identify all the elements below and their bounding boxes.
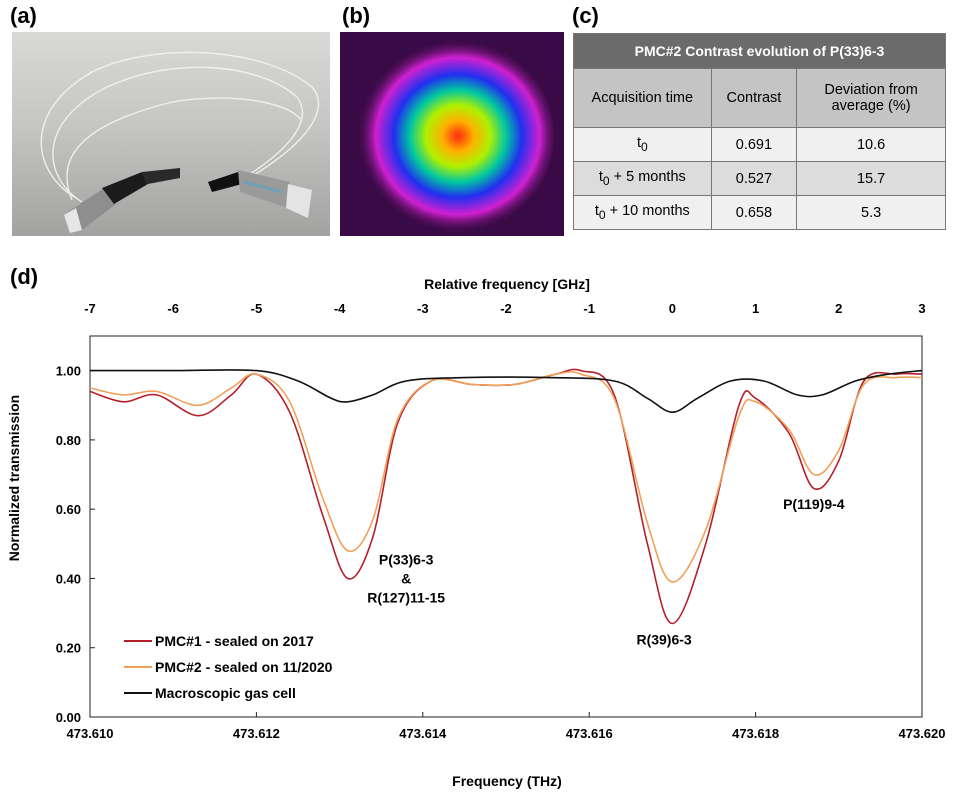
panel-label-a: (a) [10, 3, 37, 28]
deviation-cell: 10.6 [796, 127, 946, 162]
beam-profile-image [340, 32, 564, 236]
legend-label: PMC#1 - sealed on 2017 [155, 633, 314, 649]
header-deviation: Deviation from average (%) [796, 68, 946, 128]
y-tick-label: 0.00 [56, 710, 81, 725]
x2-tick-label: 2 [835, 301, 842, 316]
annotation-label: & [401, 571, 411, 587]
table-row: t0 + 5 months 0.527 15.7 [573, 161, 946, 196]
x-axis-label: Frequency (THz) [452, 773, 562, 789]
contrast-cell: 0.527 [710, 161, 798, 196]
table-row: t0 + 10 months 0.658 5.3 [573, 195, 946, 230]
acquisition-time-cell: t0 + 10 months [573, 195, 712, 230]
x2-tick-label: 1 [752, 301, 759, 316]
deviation-cell: 5.3 [796, 195, 946, 230]
x2-tick-label: -2 [500, 301, 512, 316]
x2-tick-label: -5 [251, 301, 263, 316]
fiber-photo [12, 32, 330, 236]
contrast-table: PMC#2 Contrast evolution of P(33)6-3 Acq… [573, 33, 946, 230]
deviation-cell: 15.7 [796, 161, 946, 196]
x2-tick-label: -3 [417, 301, 429, 316]
legend-label: Macroscopic gas cell [155, 685, 296, 701]
legend-label: PMC#2 - sealed on 11/2020 [155, 659, 333, 675]
y-tick-label: 0.20 [56, 641, 81, 656]
annotation-label: P(119)9-4 [783, 496, 845, 512]
x-tick-label: 473.620 [899, 726, 946, 741]
y-tick-label: 1.00 [56, 364, 81, 379]
panel-label-c: (c) [572, 3, 599, 28]
x2-tick-label: -1 [583, 301, 595, 316]
x2-tick-label: 0 [669, 301, 676, 316]
x-tick-label: 473.616 [566, 726, 613, 741]
contrast-cell: 0.658 [710, 195, 798, 230]
table-title: PMC#2 Contrast evolution of P(33)6-3 [573, 33, 946, 69]
connector-right [208, 170, 312, 218]
x-tick-label: 473.610 [67, 726, 114, 741]
series-line [89, 371, 923, 583]
header-acquisition-time: Acquisition time [573, 68, 712, 128]
panel-label-b: (b) [342, 3, 371, 28]
header-contrast: Contrast [710, 68, 798, 128]
plot-frame [89, 335, 923, 718]
x-tick-label: 473.614 [399, 726, 447, 741]
series-line [90, 369, 923, 414]
x2-tick-label: -6 [167, 301, 179, 316]
transmission-chart: -7 -6 -5 -4 -3 -2 -1 0 1 2 3 473.610 473.612 473.614… [6, 276, 946, 789]
x2-tick-label: -4 [334, 301, 346, 316]
contrast-cell: 0.691 [710, 127, 798, 162]
x2-tick-label: 3 [918, 301, 925, 316]
annotation-label: R(39)6-3 [636, 631, 691, 647]
table-row: t0 0.691 10.6 [573, 127, 946, 162]
annotation-label: P(33)6-3 [379, 552, 434, 568]
acquisition-time-cell: t0 + 5 months [573, 161, 712, 196]
x2-tick-label: -7 [84, 301, 96, 316]
x-tick-label: 473.618 [732, 726, 779, 741]
panel-label-d: (d) [10, 264, 39, 289]
annotation-label: R(127)11-15 [367, 590, 445, 606]
x2-axis-label: Relative frequency [GHz] [424, 276, 590, 292]
connector-left [64, 168, 180, 233]
y-tick-label: 0.40 [56, 571, 81, 586]
acquisition-time-cell: t0 [573, 127, 712, 162]
y-axis-label: Normalized transmission [6, 395, 22, 562]
y-tick-label: 0.60 [56, 502, 81, 517]
x-tick-label: 473.612 [233, 726, 280, 741]
y-tick-label: 0.80 [56, 433, 81, 448]
